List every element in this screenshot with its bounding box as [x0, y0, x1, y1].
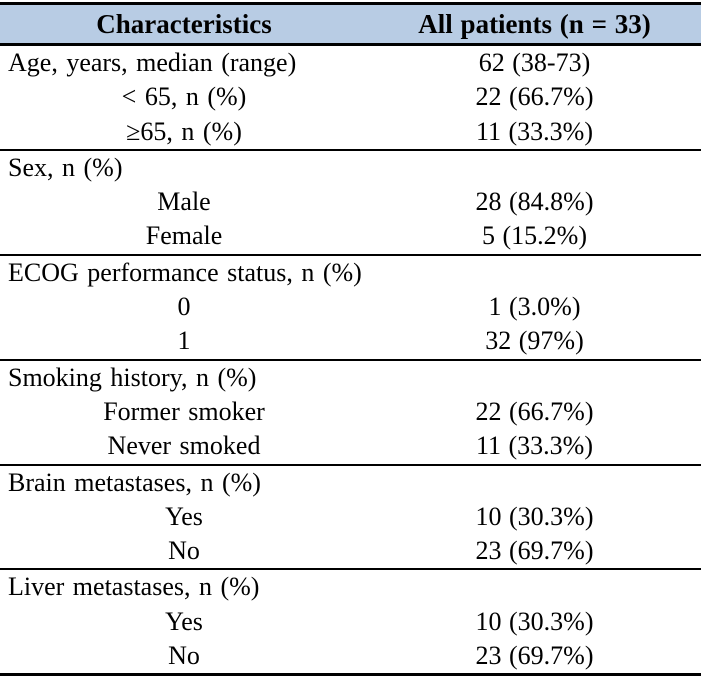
row-label: Sex, n (%) [8, 152, 123, 182]
section-liver-metastases: Liver metastases, n (%) Yes 10 (30.3%) N… [0, 568, 701, 673]
table-row: Brain metastases, n (%) [0, 466, 701, 500]
row-label: No [168, 536, 200, 566]
table-row: Former smoker 22 (66.7%) [0, 395, 701, 429]
table-row: Male 28 (84.8%) [0, 185, 701, 219]
row-value [368, 256, 701, 290]
table-row: No 23 (69.7%) [0, 639, 701, 673]
table-row: 1 32 (97%) [0, 324, 701, 358]
row-label: Age, years, median (range) [8, 48, 297, 77]
row-label: Smoking history, n (%) [8, 362, 257, 392]
section-sex: Sex, n (%) Male 28 (84.8%) Female 5 (15.… [0, 148, 701, 254]
row-value [368, 361, 701, 395]
table-row: Yes 10 (30.3%) [0, 605, 701, 639]
row-value: 10 (30.3%) [475, 606, 594, 636]
row-value: 22 (66.7%) [475, 396, 594, 426]
row-value [368, 151, 701, 185]
row-label: 1 [177, 326, 191, 356]
row-value: 5 (15.2%) [482, 221, 587, 251]
row-value [368, 466, 701, 500]
table-row: Sex, n (%) [0, 151, 701, 185]
row-label: Never smoked [107, 431, 261, 461]
table-row: No 23 (69.7%) [0, 534, 701, 568]
section-smoking: Smoking history, n (%) Former smoker 22 … [0, 358, 701, 464]
row-value: 32 (97%) [485, 326, 584, 356]
row-value: 10 (30.3%) [475, 501, 594, 531]
row-label: ≥65, n (%) [126, 116, 242, 146]
row-value: 11 (33.3%) [475, 431, 593, 461]
row-label: Male [157, 187, 211, 217]
table-row: < 65, n (%) 22 (66.7%) [0, 80, 701, 114]
table-row: Female 5 (15.2%) [0, 219, 701, 253]
column-header-all-patients: All patients (n = 33) [418, 9, 651, 39]
row-value: 23 (69.7%) [475, 641, 594, 671]
row-value [368, 570, 701, 604]
row-value: 1 (3.0%) [488, 292, 581, 322]
row-label: No [168, 641, 200, 671]
row-label: Yes [165, 501, 203, 531]
section-age: Age, years, median (range) 62 (38-73) < … [0, 46, 701, 149]
section-brain-metastases: Brain metastases, n (%) Yes 10 (30.3%) N… [0, 463, 701, 569]
section-ecog: ECOG performance status, n (%) 0 1 (3.0%… [0, 253, 701, 359]
column-header-characteristics: Characteristics [96, 9, 272, 39]
row-value: 11 (33.3%) [475, 116, 593, 146]
table-row: Liver metastases, n (%) [0, 570, 701, 604]
table-header-row: Characteristics All patients (n = 33) [0, 2, 701, 46]
row-value: 22 (66.7%) [475, 82, 594, 112]
row-label: Brain metastases, n (%) [8, 467, 261, 497]
row-label: ECOG performance status, n (%) [8, 257, 362, 287]
table-row: Smoking history, n (%) [0, 361, 701, 395]
table-row: ≥65, n (%) 11 (33.3%) [0, 115, 701, 149]
table-row: ECOG performance status, n (%) [0, 256, 701, 290]
row-label: Liver metastases, n (%) [8, 572, 260, 602]
table-row: 0 1 (3.0%) [0, 290, 701, 324]
table-row: Never smoked 11 (33.3%) [0, 429, 701, 463]
table-row: Yes 10 (30.3%) [0, 500, 701, 534]
row-label: 0 [177, 292, 191, 322]
table-row: Age, years, median (range) 62 (38-73) [0, 46, 701, 80]
row-label: < 65, n (%) [121, 82, 247, 112]
row-value: 28 (84.8%) [475, 187, 594, 217]
row-label: Yes [165, 606, 203, 636]
patient-characteristics-table: Characteristics All patients (n = 33) Ag… [0, 2, 701, 677]
row-label: Female [145, 221, 223, 251]
row-label: Former smoker [103, 396, 265, 426]
row-value: 23 (69.7%) [475, 536, 594, 566]
row-value: 62 (38-73) [478, 48, 591, 77]
